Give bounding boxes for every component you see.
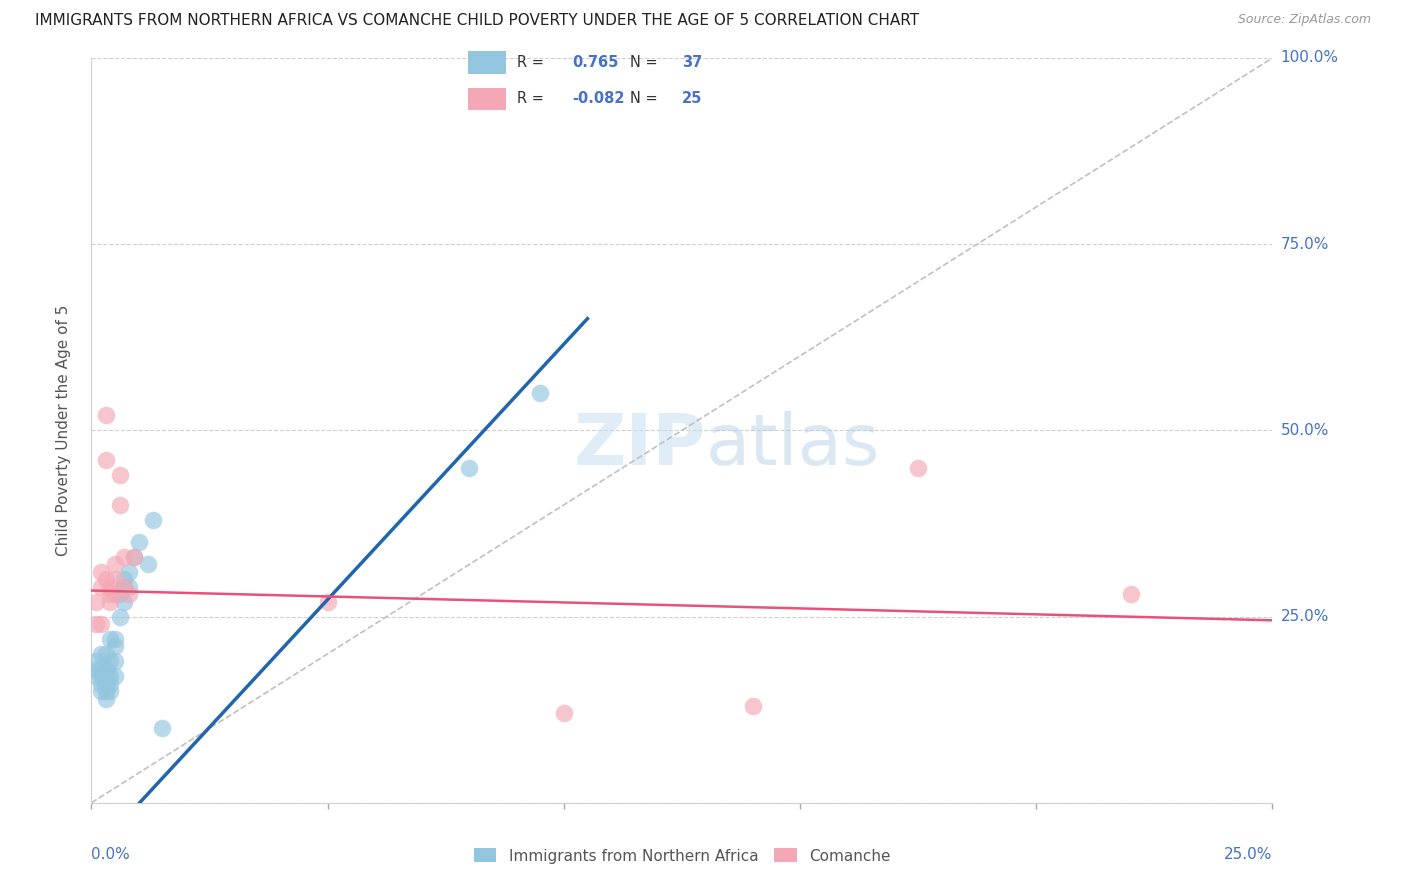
Point	[458, 460, 481, 475]
Point	[98, 580, 121, 594]
Point	[529, 386, 551, 401]
Point	[98, 632, 121, 646]
Point	[741, 698, 763, 713]
Point	[142, 513, 165, 527]
Text: 25.0%: 25.0%	[1281, 609, 1329, 624]
Point	[118, 587, 141, 601]
Point	[118, 580, 141, 594]
Point	[104, 558, 127, 572]
Point	[94, 676, 117, 690]
Point	[84, 662, 107, 676]
Text: 100.0%: 100.0%	[1281, 51, 1339, 65]
Text: 75.0%: 75.0%	[1281, 236, 1329, 252]
Point	[104, 654, 127, 668]
Text: IMMIGRANTS FROM NORTHERN AFRICA VS COMANCHE CHILD POVERTY UNDER THE AGE OF 5 COR: IMMIGRANTS FROM NORTHERN AFRICA VS COMAN…	[35, 13, 920, 29]
Point	[98, 676, 121, 690]
Point	[114, 580, 136, 594]
Point	[90, 684, 112, 698]
Point	[1119, 587, 1142, 601]
Point	[114, 595, 136, 609]
Point	[98, 587, 121, 601]
Point	[84, 669, 107, 683]
Text: N =: N =	[630, 55, 662, 70]
Point	[98, 684, 121, 698]
Point	[122, 549, 145, 564]
Text: ZIP: ZIP	[574, 411, 706, 480]
Point	[114, 573, 136, 587]
Point	[84, 654, 107, 668]
Text: 25: 25	[682, 91, 702, 106]
Point	[108, 498, 131, 512]
FancyBboxPatch shape	[468, 52, 506, 74]
Point	[94, 409, 117, 423]
Point	[94, 691, 117, 706]
Text: R =: R =	[517, 55, 548, 70]
Point	[122, 549, 145, 564]
Text: -0.082: -0.082	[572, 91, 624, 106]
Text: Source: ZipAtlas.com: Source: ZipAtlas.com	[1237, 13, 1371, 27]
Point	[98, 669, 121, 683]
Text: R =: R =	[517, 91, 548, 106]
Point	[84, 595, 107, 609]
Point	[84, 617, 107, 632]
Point	[98, 654, 121, 668]
Point	[104, 573, 127, 587]
Point	[114, 580, 136, 594]
Point	[90, 669, 112, 683]
Point	[108, 587, 131, 601]
Text: N =: N =	[630, 91, 662, 106]
Legend: Immigrants from Northern Africa, Comanche: Immigrants from Northern Africa, Comanch…	[467, 842, 897, 870]
Point	[94, 669, 117, 683]
Point	[90, 580, 112, 594]
Point	[108, 609, 131, 624]
Point	[128, 535, 150, 549]
Point	[553, 706, 575, 721]
Point	[118, 565, 141, 579]
Point	[90, 647, 112, 661]
Point	[104, 587, 127, 601]
Point	[94, 453, 117, 467]
Text: atlas: atlas	[706, 411, 880, 480]
Text: 0.765: 0.765	[572, 55, 619, 70]
Point	[104, 669, 127, 683]
Text: 0.0%: 0.0%	[91, 847, 131, 863]
Point	[90, 662, 112, 676]
Point	[104, 640, 127, 654]
Text: 37: 37	[682, 55, 702, 70]
Point	[94, 662, 117, 676]
Point	[108, 468, 131, 483]
Point	[94, 573, 117, 587]
Point	[90, 676, 112, 690]
Point	[94, 684, 117, 698]
Text: 25.0%: 25.0%	[1225, 847, 1272, 863]
Point	[98, 595, 121, 609]
Y-axis label: Child Poverty Under the Age of 5: Child Poverty Under the Age of 5	[56, 305, 70, 556]
Point	[90, 565, 112, 579]
Point	[114, 549, 136, 564]
Point	[94, 647, 117, 661]
Point	[90, 617, 112, 632]
Text: 50.0%: 50.0%	[1281, 423, 1329, 438]
Point	[150, 721, 173, 735]
Point	[316, 595, 339, 609]
Point	[104, 632, 127, 646]
FancyBboxPatch shape	[468, 87, 506, 110]
Point	[136, 558, 159, 572]
Point	[907, 460, 929, 475]
